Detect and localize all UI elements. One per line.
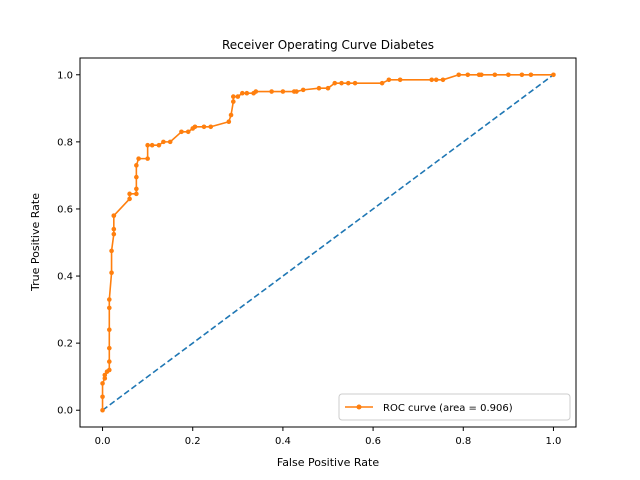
roc-point — [107, 297, 112, 302]
roc-point — [109, 270, 114, 275]
y-axis: 0.0 0.2 0.4 0.6 0.8 1.0 — [57, 70, 80, 417]
roc-point — [179, 129, 184, 135]
roc-point — [429, 77, 435, 83]
x-axis: 0.0 0.2 0.4 0.6 0.8 1.0 — [95, 427, 562, 447]
roc-point — [506, 72, 511, 78]
roc-point — [231, 94, 236, 99]
roc-point — [519, 72, 525, 78]
legend-label: ROC curve (area = 0.906) — [383, 403, 513, 414]
series-layer — [100, 72, 556, 413]
roc-point — [107, 359, 112, 364]
roc-point — [100, 381, 105, 386]
roc-point — [185, 129, 191, 135]
roc-point — [192, 124, 198, 130]
roc-point — [145, 142, 150, 148]
x-tick-label: 0.2 — [185, 436, 201, 447]
y-tick-label: 0.8 — [57, 137, 73, 148]
roc-point — [208, 124, 214, 130]
roc-point — [149, 142, 155, 148]
roc-point — [440, 77, 446, 83]
roc-point — [136, 156, 141, 161]
roc-point — [107, 345, 112, 351]
x-tick-label: 1.0 — [546, 436, 562, 447]
roc-point — [244, 90, 250, 96]
roc-point — [465, 72, 471, 78]
roc-point — [456, 72, 462, 78]
roc-point — [109, 248, 114, 254]
roc-point — [492, 72, 498, 78]
y-tick-label: 0.4 — [57, 272, 73, 283]
roc-point — [145, 156, 150, 161]
roc-point — [269, 89, 274, 94]
roc-point — [127, 191, 132, 197]
legend-point-marker — [356, 404, 362, 410]
roc-point — [167, 139, 173, 145]
roc-point — [201, 124, 207, 130]
roc-point — [107, 367, 112, 373]
roc-point — [107, 305, 112, 311]
roc-point — [102, 372, 108, 378]
x-axis-label: False Positive Rate — [277, 456, 379, 469]
chart-title: Receiver Operating Curve Diabetes — [222, 38, 434, 52]
y-axis-label: True Positive Rate — [29, 193, 42, 292]
y-tick-label: 0.2 — [57, 339, 73, 350]
roc-point — [161, 139, 166, 145]
roc-point — [280, 89, 286, 94]
roc-point — [235, 94, 241, 99]
roc-point — [240, 90, 245, 96]
y-tick-label: 0.0 — [57, 406, 73, 417]
y-tick-label: 1.0 — [57, 70, 73, 81]
roc-point — [294, 89, 299, 94]
roc-point — [127, 196, 132, 202]
roc-point — [134, 191, 139, 197]
roc-point — [111, 213, 117, 218]
roc-point — [551, 72, 556, 78]
roc-point — [339, 80, 344, 86]
roc-point — [134, 186, 139, 192]
roc-point — [100, 407, 105, 413]
roc-point — [228, 112, 234, 118]
roc-point — [231, 99, 236, 104]
roc-point — [156, 142, 162, 148]
roc-point — [528, 72, 534, 78]
roc-point — [397, 77, 403, 83]
roc-point — [345, 80, 351, 86]
roc-point — [107, 327, 112, 333]
roc-point — [332, 80, 338, 86]
y-tick-label: 0.6 — [57, 204, 73, 215]
chance-diagonal-line — [102, 74, 554, 411]
legend-box — [338, 393, 571, 421]
roc-point — [111, 226, 117, 232]
legend: ROC curve (area = 0.906) — [338, 393, 571, 421]
roc-point — [100, 394, 105, 400]
roc-point — [352, 80, 358, 86]
x-tick-label: 0.8 — [455, 436, 471, 447]
plot-frame — [79, 57, 577, 428]
x-tick-label: 0.6 — [365, 436, 381, 447]
x-tick-label: 0.0 — [95, 436, 111, 447]
roc-point — [300, 87, 306, 93]
roc-point — [379, 80, 385, 86]
roc-point — [134, 174, 139, 180]
roc-point — [226, 119, 232, 125]
roc-point — [102, 376, 108, 381]
roc-point — [316, 85, 322, 91]
roc-point — [111, 231, 117, 237]
roc-point — [386, 77, 392, 83]
roc-point — [325, 85, 331, 91]
x-tick-label: 0.4 — [275, 436, 291, 447]
roc-point — [134, 163, 139, 168]
roc-point — [253, 89, 259, 94]
roc-point — [433, 77, 439, 83]
roc-point — [479, 72, 484, 78]
